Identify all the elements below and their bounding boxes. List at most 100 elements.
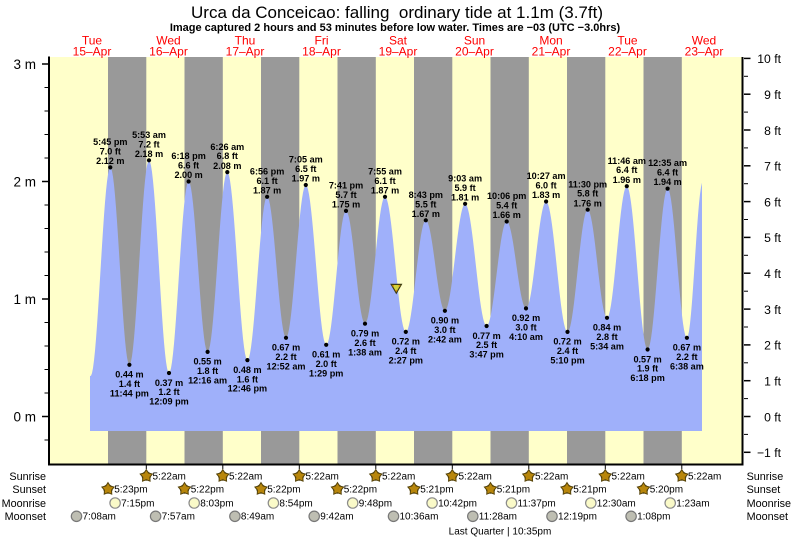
svg-text:1:29 pm: 1:29 pm	[309, 368, 343, 378]
svg-text:10 ft: 10 ft	[757, 52, 781, 66]
svg-text:0.72 m: 0.72 m	[392, 337, 420, 347]
svg-text:2 ft: 2 ft	[764, 339, 782, 353]
svg-text:12:30am: 12:30am	[597, 498, 636, 509]
svg-text:21–Apr: 21–Apr	[532, 45, 571, 59]
svg-text:Moonrise: Moonrise	[747, 498, 791, 510]
svg-text:10:42pm: 10:42pm	[438, 498, 477, 509]
svg-text:5:22pm: 5:22pm	[267, 484, 300, 495]
svg-text:5:22am: 5:22am	[459, 471, 492, 482]
svg-text:3 m: 3 m	[13, 57, 36, 72]
svg-text:1.96 m: 1.96 m	[613, 175, 641, 185]
svg-text:0.72 m: 0.72 m	[553, 337, 581, 347]
svg-text:5.8 ft: 5.8 ft	[577, 189, 598, 199]
svg-text:4:10 am: 4:10 am	[509, 332, 543, 342]
svg-text:5:21pm: 5:21pm	[573, 484, 606, 495]
svg-text:1.4 ft: 1.4 ft	[119, 379, 140, 389]
svg-text:5:21pm: 5:21pm	[497, 484, 530, 495]
svg-text:6.6 ft: 6.6 ft	[178, 161, 199, 171]
svg-text:6.0 ft: 6.0 ft	[535, 181, 556, 191]
svg-text:5 ft: 5 ft	[764, 231, 782, 245]
svg-text:6.4 ft: 6.4 ft	[657, 168, 678, 178]
svg-text:Moonset: Moonset	[5, 511, 46, 523]
svg-text:2.5 ft: 2.5 ft	[476, 340, 497, 350]
svg-text:Thu: Thu	[235, 33, 256, 47]
svg-text:0.67 m: 0.67 m	[673, 343, 701, 353]
svg-text:2.00 m: 2.00 m	[174, 170, 202, 180]
svg-text:12:19pm: 12:19pm	[558, 512, 597, 523]
svg-text:1.83 m: 1.83 m	[532, 190, 560, 200]
svg-text:6:38 am: 6:38 am	[670, 361, 704, 371]
svg-text:1.66 m: 1.66 m	[493, 210, 521, 220]
svg-text:7:55 am: 7:55 am	[368, 167, 402, 177]
svg-text:5:22pm: 5:22pm	[344, 484, 377, 495]
svg-text:10:27 am: 10:27 am	[527, 171, 566, 181]
svg-text:9:48pm: 9:48pm	[359, 498, 392, 509]
svg-text:5:22pm: 5:22pm	[191, 484, 224, 495]
svg-text:Wed: Wed	[692, 33, 716, 47]
svg-text:Wed: Wed	[156, 33, 180, 47]
svg-text:5.4 ft: 5.4 ft	[496, 201, 517, 211]
svg-text:0.48 m: 0.48 m	[233, 365, 261, 375]
svg-text:5:22am: 5:22am	[612, 471, 645, 482]
svg-text:7:15pm: 7:15pm	[121, 498, 154, 509]
svg-text:11:37pm: 11:37pm	[518, 498, 556, 509]
svg-text:5:22am: 5:22am	[153, 471, 186, 482]
svg-text:Sunset: Sunset	[747, 484, 781, 496]
svg-text:0.37 m: 0.37 m	[155, 378, 183, 388]
svg-text:2.8 ft: 2.8 ft	[596, 332, 617, 342]
svg-text:6:56 pm: 6:56 pm	[250, 167, 284, 177]
svg-text:3.0 ft: 3.0 ft	[434, 325, 455, 335]
svg-text:15–Apr: 15–Apr	[73, 45, 112, 59]
svg-text:9:03 am: 9:03 am	[448, 174, 482, 184]
svg-text:5:34 am: 5:34 am	[590, 341, 624, 351]
svg-text:2.4 ft: 2.4 ft	[395, 346, 416, 356]
svg-text:0.61 m: 0.61 m	[312, 350, 340, 360]
svg-text:7:05 am: 7:05 am	[289, 155, 323, 165]
svg-text:5:20pm: 5:20pm	[650, 484, 683, 495]
svg-text:7 ft: 7 ft	[764, 160, 782, 174]
svg-text:11:44 pm: 11:44 pm	[110, 388, 149, 398]
svg-text:1.87 m: 1.87 m	[371, 186, 399, 196]
svg-text:6:18 pm: 6:18 pm	[171, 151, 205, 161]
svg-text:16–Apr: 16–Apr	[149, 45, 188, 59]
svg-text:Tue: Tue	[82, 33, 103, 47]
svg-text:Last Quarter | 10:35pm: Last Quarter | 10:35pm	[449, 527, 552, 538]
svg-text:7:08am: 7:08am	[83, 512, 116, 523]
svg-text:6.1 ft: 6.1 ft	[256, 176, 277, 186]
svg-text:−1 ft: −1 ft	[757, 446, 782, 460]
svg-text:11:28am: 11:28am	[479, 512, 517, 523]
svg-text:12:35 am: 12:35 am	[648, 158, 687, 168]
svg-text:8:43 pm: 8:43 pm	[409, 190, 443, 200]
svg-text:2.12 m: 2.12 m	[96, 156, 124, 166]
svg-text:5:23pm: 5:23pm	[114, 484, 147, 495]
svg-text:19–Apr: 19–Apr	[379, 45, 418, 59]
svg-text:5:22am: 5:22am	[688, 471, 721, 482]
svg-text:5:45 pm: 5:45 pm	[93, 137, 127, 147]
svg-text:1.87 m: 1.87 m	[253, 186, 281, 196]
svg-text:1.81 m: 1.81 m	[451, 193, 479, 203]
svg-text:Sat: Sat	[389, 33, 408, 47]
svg-text:5:53 am: 5:53 am	[132, 130, 166, 140]
svg-text:5:22am: 5:22am	[382, 471, 415, 482]
svg-text:1:08pm: 1:08pm	[637, 512, 670, 523]
svg-text:Fri: Fri	[315, 33, 329, 47]
svg-text:4 ft: 4 ft	[764, 267, 782, 281]
svg-text:1.9 ft: 1.9 ft	[637, 364, 658, 374]
svg-text:20–Apr: 20–Apr	[455, 45, 494, 59]
svg-text:2.2 ft: 2.2 ft	[275, 352, 296, 362]
svg-text:6 ft: 6 ft	[764, 195, 782, 209]
svg-text:3 ft: 3 ft	[764, 303, 782, 317]
svg-text:9:42am: 9:42am	[320, 512, 353, 523]
svg-text:5:22am: 5:22am	[229, 471, 262, 482]
svg-text:2:27 pm: 2:27 pm	[389, 356, 423, 366]
svg-text:1.94 m: 1.94 m	[653, 177, 681, 187]
svg-text:1.8 ft: 1.8 ft	[197, 366, 218, 376]
svg-text:1.67 m: 1.67 m	[412, 209, 440, 219]
svg-text:10:06 pm: 10:06 pm	[487, 191, 526, 201]
svg-text:Moonrise: Moonrise	[2, 498, 46, 510]
svg-text:Sun: Sun	[464, 33, 485, 47]
svg-text:12:52 am: 12:52 am	[267, 361, 306, 371]
svg-text:0.67 m: 0.67 m	[272, 343, 300, 353]
svg-text:1 m: 1 m	[13, 292, 36, 307]
svg-text:12:46 pm: 12:46 pm	[228, 384, 267, 394]
